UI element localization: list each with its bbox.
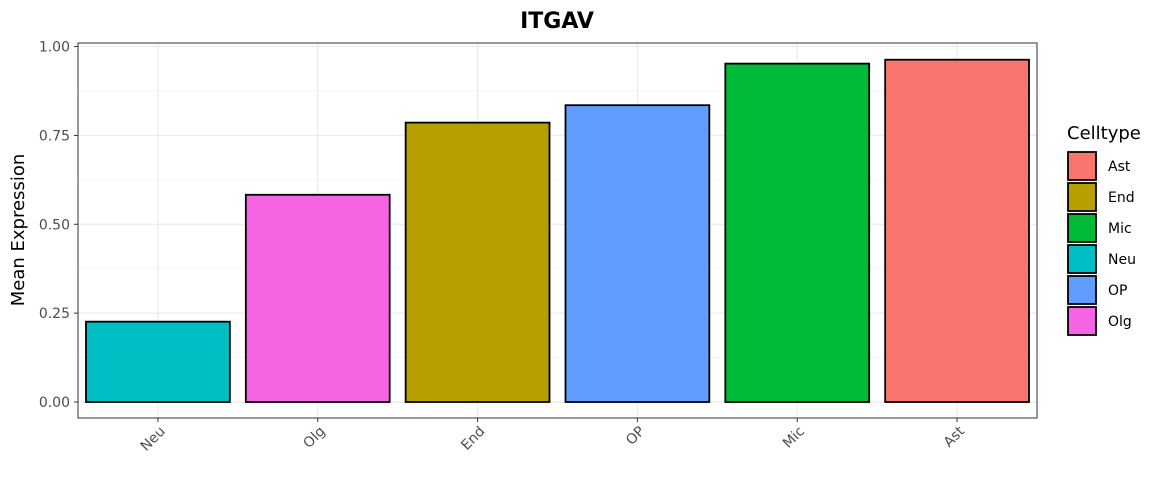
y-tick-label: 0.25 [39, 306, 70, 322]
legend-label: Ast [1108, 159, 1131, 175]
x-tick-label: Olg [300, 424, 328, 452]
legend-title: Celltype [1067, 123, 1141, 144]
bar-mic [724, 62, 871, 403]
x-tick-label: Mic [780, 424, 808, 452]
legend-key-ast [1067, 151, 1097, 181]
bar-neu [85, 320, 231, 403]
bar-end [404, 121, 551, 403]
legend-label: Olg [1108, 314, 1132, 330]
x-tick-label: Ast [941, 423, 968, 450]
bar-olg [244, 193, 391, 403]
legend-key-olg [1067, 306, 1097, 336]
legend-key-end [1067, 182, 1097, 212]
legend-key-op [1067, 275, 1097, 305]
plot-panel [77, 42, 1038, 419]
bar-ast [884, 58, 1030, 403]
bars [85, 58, 1030, 403]
x-tick-label: End [458, 424, 488, 454]
legend-key-mic [1067, 213, 1097, 243]
x-axis: Neu Olg End OP Mic Ast [138, 418, 968, 455]
y-axis: 0.00 0.25 0.50 0.75 1.00 [39, 40, 78, 411]
y-tick-label: 0.50 [39, 217, 70, 233]
legend-label: OP [1108, 283, 1127, 299]
x-tick-label: OP [623, 424, 648, 449]
x-tick-label: Neu [138, 424, 169, 455]
y-tick-label: 0.00 [39, 395, 70, 411]
chart-title: ITGAV [520, 9, 594, 34]
y-tick-label: 0.75 [39, 128, 70, 144]
legend: Celltype Ast End Mic Neu OP Olg [1067, 123, 1141, 336]
y-tick-label: 1.00 [39, 40, 70, 56]
bar-op [564, 104, 711, 403]
legend-label: Neu [1108, 252, 1136, 268]
legend-key-neu [1067, 244, 1097, 274]
legend-label: End [1108, 190, 1135, 206]
legend-label: Mic [1108, 221, 1132, 237]
y-axis-label: Mean Expression [8, 154, 29, 306]
